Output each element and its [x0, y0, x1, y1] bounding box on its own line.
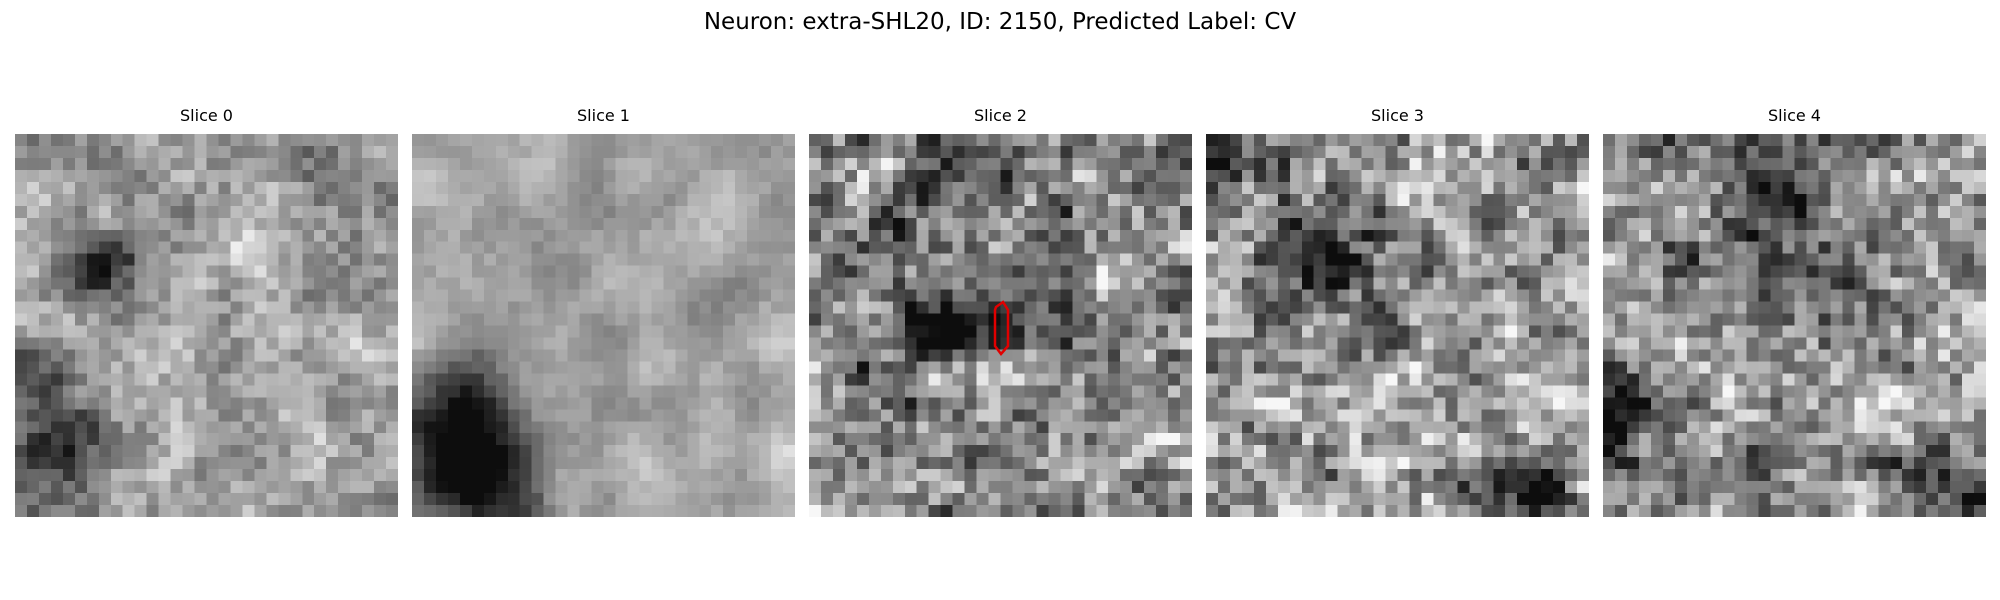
slice-title: Slice 0: [180, 106, 233, 125]
slice-image: [1206, 134, 1589, 517]
slice-image: [15, 134, 398, 517]
slice-image: [1603, 134, 1986, 517]
slice-image: [809, 134, 1192, 517]
slice-title: Slice 3: [1371, 106, 1424, 125]
slice-title: Slice 4: [1768, 106, 1821, 125]
slice-image: [412, 134, 795, 517]
slice-title: Slice 1: [577, 106, 630, 125]
slice-title: Slice 2: [974, 106, 1027, 125]
figure-title: Neuron: extra-SHL20, ID: 2150, Predicted…: [703, 9, 1297, 35]
